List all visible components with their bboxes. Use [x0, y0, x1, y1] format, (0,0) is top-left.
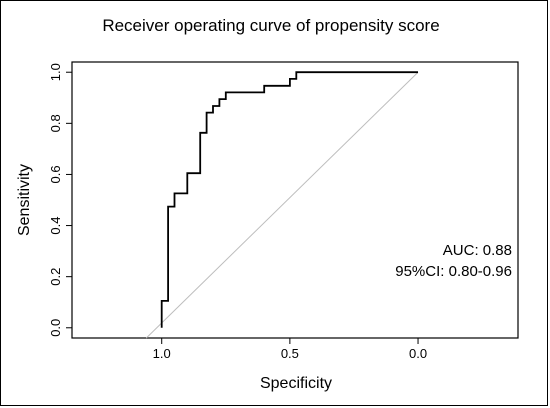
x-axis-label: Specificity: [260, 375, 332, 392]
y-tick-label: 1.0: [48, 63, 63, 81]
ci-annotation: 95%CI: 0.80-0.96: [395, 263, 512, 280]
y-tick-label: 0.8: [48, 114, 63, 132]
reference-diagonal-line: [145, 71, 419, 339]
y-tick-label: 0.6: [48, 165, 63, 183]
plot-box: [71, 61, 519, 339]
x-tick-label: 0.5: [281, 346, 299, 361]
y-tick-label: 0.0: [48, 319, 63, 337]
chart-title: Receiver operating curve of propensity s…: [102, 16, 439, 35]
reference-line-layer: [145, 71, 419, 339]
y-tick-label: 0.4: [48, 217, 63, 235]
x-tick-label: 0.0: [409, 346, 427, 361]
x-axis: 1.0 0.5 0.0: [153, 337, 427, 361]
x-tick-label: 1.0: [153, 346, 171, 361]
y-tick-label: 0.2: [48, 268, 63, 286]
roc-curve-layer: [160, 71, 418, 328]
auc-annotation: AUC: 0.88: [443, 242, 512, 259]
roc-curve-line: [160, 71, 418, 328]
y-axis: 0.0 0.2 0.4 0.6 0.8 1.0: [48, 63, 73, 337]
y-axis-label: Sensitivity: [16, 164, 33, 236]
